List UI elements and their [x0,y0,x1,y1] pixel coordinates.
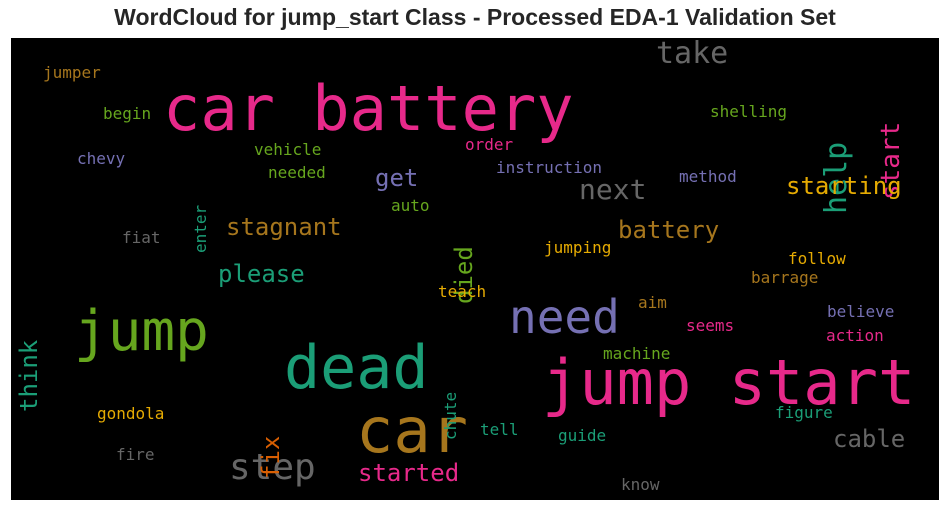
cloud-word: auto [391,196,430,215]
cloud-word: tell [480,420,519,439]
cloud-word: stagnant [226,213,342,241]
cloud-word: barrage [751,268,819,287]
cloud-word: guide [558,426,607,445]
cloud-word: order [465,135,514,154]
cloud-word: enter [191,205,210,254]
cloud-word: jump [74,299,209,364]
cloud-word: chute [441,392,460,441]
chart-title: WordCloud for jump_start Class - Process… [114,4,836,30]
cloud-word: vehicle [254,140,322,159]
cloud-word: started [358,459,460,487]
word-cloud: car battery jump start car dead jump need step… [11,38,939,500]
cloud-word: need [509,290,620,344]
cloud-word: teach [438,282,487,301]
cloud-word: fix [257,436,285,480]
cloud-word: jumper [43,63,101,82]
cloud-word: begin [103,104,152,123]
cloud-word: starting [786,172,902,200]
cloud-word: shelling [710,102,788,121]
cloud-word: cable [833,425,906,453]
cloud-word: gondola [97,404,165,423]
cloud-word: aim [638,293,667,312]
cloud-word: think [15,340,43,413]
cloud-word: chevy [77,149,126,168]
cloud-word: believe [827,302,895,321]
cloud-word: dead [284,333,429,403]
cloud-word: fire [116,445,155,464]
cloud-word: seems [686,316,735,335]
cloud-word: car [356,394,468,467]
cloud-word: next [579,173,647,206]
cloud-word: needed [268,163,326,182]
cloud-word: follow [788,249,846,268]
cloud-word: method [679,167,737,186]
cloud-word: step [229,447,316,488]
cloud-word: please [218,260,305,288]
cloud-word: machine [603,344,671,363]
cloud-word: fiat [122,228,161,247]
cloud-word: take [656,38,729,71]
cloud-word: action [826,326,884,345]
cloud-word: jump start [542,346,916,419]
cloud-word: jumping [544,238,612,257]
cloud-word: figure [775,403,833,422]
cloud-word: know [621,475,660,494]
cloud-word: instruction [496,158,602,177]
cloud-word: get [375,164,419,192]
cloud-word: car battery [163,72,574,145]
cloud-word: battery [618,216,720,244]
